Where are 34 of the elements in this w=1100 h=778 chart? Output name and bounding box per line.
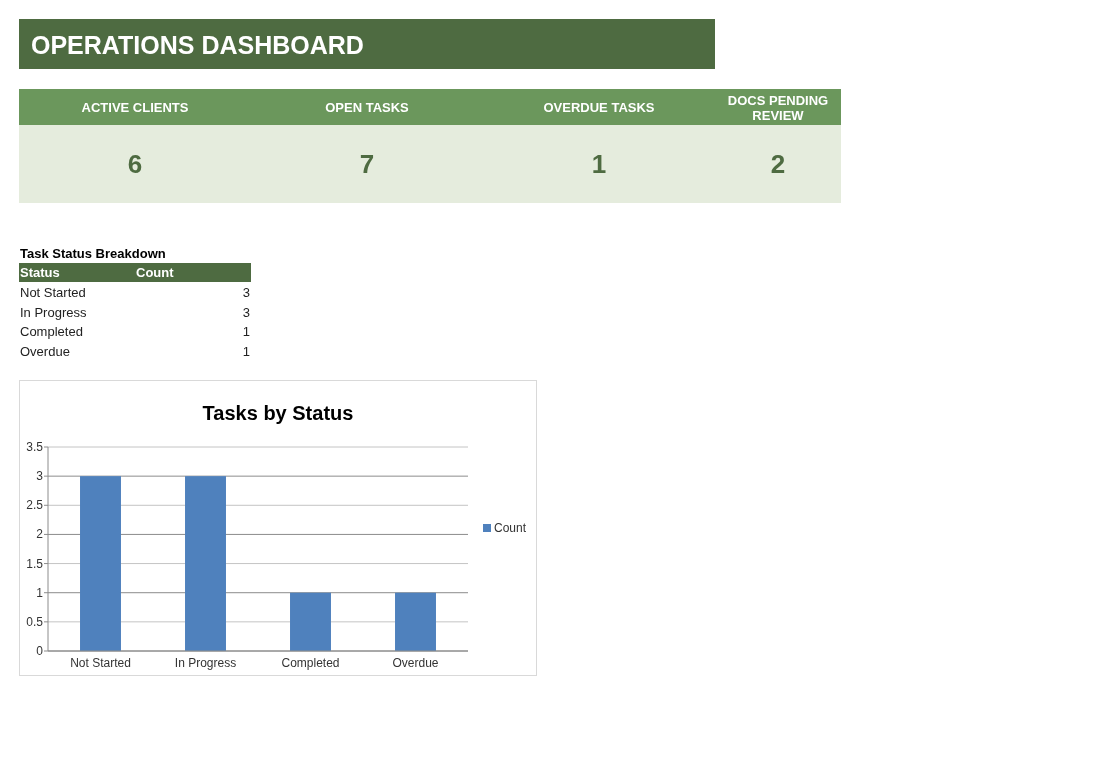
y-tick-label: 2.5 — [26, 498, 44, 513]
data-label: 7 — [359, 149, 375, 179]
chart-title: Tasks by Status — [202, 402, 354, 424]
data-label: 6 — [127, 149, 143, 179]
y-tick-label: 1 — [36, 585, 44, 600]
category-label: OVERDUE TASKS — [543, 100, 655, 115]
data-label: 3 — [242, 304, 250, 320]
category-label: In Progress — [20, 304, 87, 320]
text: OPERATIONS DASHBOARD — [31, 31, 364, 59]
data-label: 2 — [770, 149, 786, 179]
y-tick-label: 3 — [36, 469, 44, 484]
x-tick-label: Not Started — [70, 656, 131, 670]
category-label: OPEN TASKS — [325, 100, 410, 115]
text: Count — [136, 265, 175, 280]
legend-label: Count — [494, 521, 527, 535]
y-tick-label: 0.5 — [26, 614, 44, 629]
y-tick-label: 0 — [36, 644, 44, 658]
category-label: Overdue — [20, 343, 70, 359]
text: Task Status Breakdown — [20, 246, 166, 261]
data-label: 1 — [591, 149, 607, 179]
category-label: Not Started — [20, 285, 86, 300]
category-label: Completed — [20, 324, 83, 340]
y-tick-label: 2 — [36, 527, 44, 542]
category-label: ACTIVE CLIENTS — [81, 100, 189, 115]
x-tick-label: In Progress — [174, 656, 237, 670]
data-label: 1 — [242, 343, 250, 359]
data-label: 1 — [242, 324, 250, 340]
category-label: DOCS PENDING REVIEW — [727, 92, 829, 123]
x-tick-label: Completed — [281, 656, 340, 670]
x-tick-label: Overdue — [392, 656, 439, 670]
text: Status — [20, 265, 60, 280]
y-tick-label: 3.5 — [26, 440, 44, 454]
y-tick-label: 1.5 — [26, 556, 44, 571]
data-label: 3 — [242, 285, 250, 300]
